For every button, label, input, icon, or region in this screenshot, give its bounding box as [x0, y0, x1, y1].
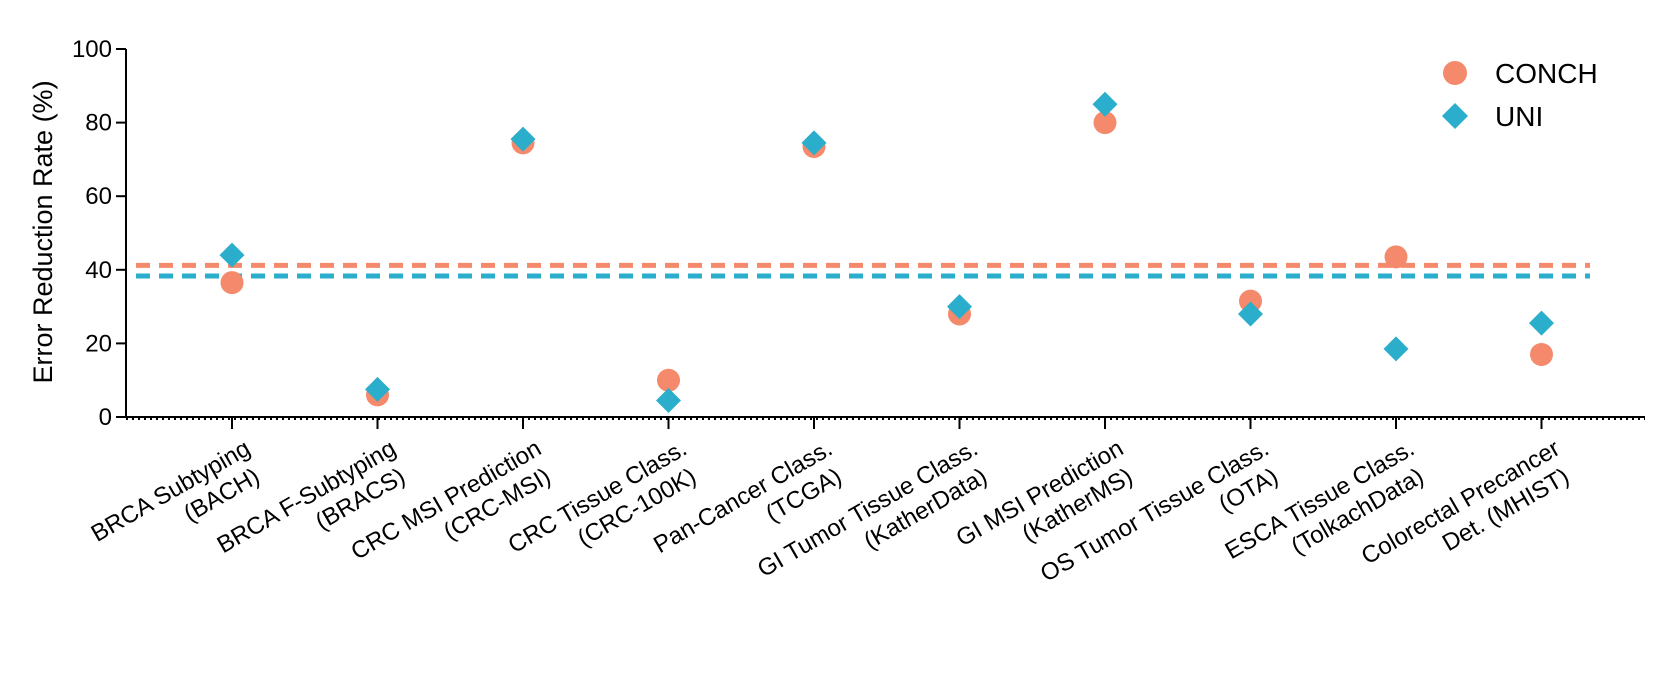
y-tick-label: 40: [85, 257, 112, 284]
y-tick-label: 100: [72, 36, 112, 63]
legend: CONCH UNI: [1442, 58, 1598, 132]
conch-point: [1093, 111, 1117, 135]
y-axis-title: Error Reduction Rate (%): [28, 80, 58, 383]
uni-point: [1092, 91, 1118, 117]
y-axis: 0 20 40 60 80 100: [72, 36, 127, 431]
y-tick-label: 0: [99, 404, 112, 431]
category-labels: BRCA Subtyping(BACH)BRCA F-Subtyping(BRA…: [87, 435, 1574, 588]
category-label-text: BRCA Subtyping(BACH): [87, 435, 270, 573]
uni-point: [947, 294, 972, 320]
conch-point: [1530, 342, 1553, 366]
legend-marker-uni: [1442, 103, 1468, 129]
uni-point: [365, 376, 390, 402]
x-axis: [126, 416, 1645, 429]
mean-lines: [136, 262, 1590, 279]
legend-label-conch: CONCH: [1495, 58, 1598, 89]
uni-point: [1238, 301, 1263, 327]
data-points: [219, 91, 1554, 413]
category-label: BRCA Subtyping(BACH): [87, 435, 270, 573]
legend-marker-conch: [1443, 61, 1467, 85]
uni-point: [1529, 310, 1554, 336]
conch-point: [220, 271, 244, 295]
conch-point: [657, 368, 680, 392]
conch-point: [1239, 289, 1262, 313]
uni-point: [219, 242, 245, 268]
uni-point: [656, 387, 681, 413]
conch-point: [1384, 245, 1408, 269]
uni-point: [801, 130, 827, 156]
legend-label-uni: UNI: [1495, 101, 1543, 132]
y-tick-label: 80: [85, 110, 112, 137]
uni-point: [1383, 336, 1409, 362]
y-tick-label: 20: [85, 330, 112, 357]
uni-point: [510, 126, 536, 152]
y-tick-label: 60: [85, 183, 112, 210]
